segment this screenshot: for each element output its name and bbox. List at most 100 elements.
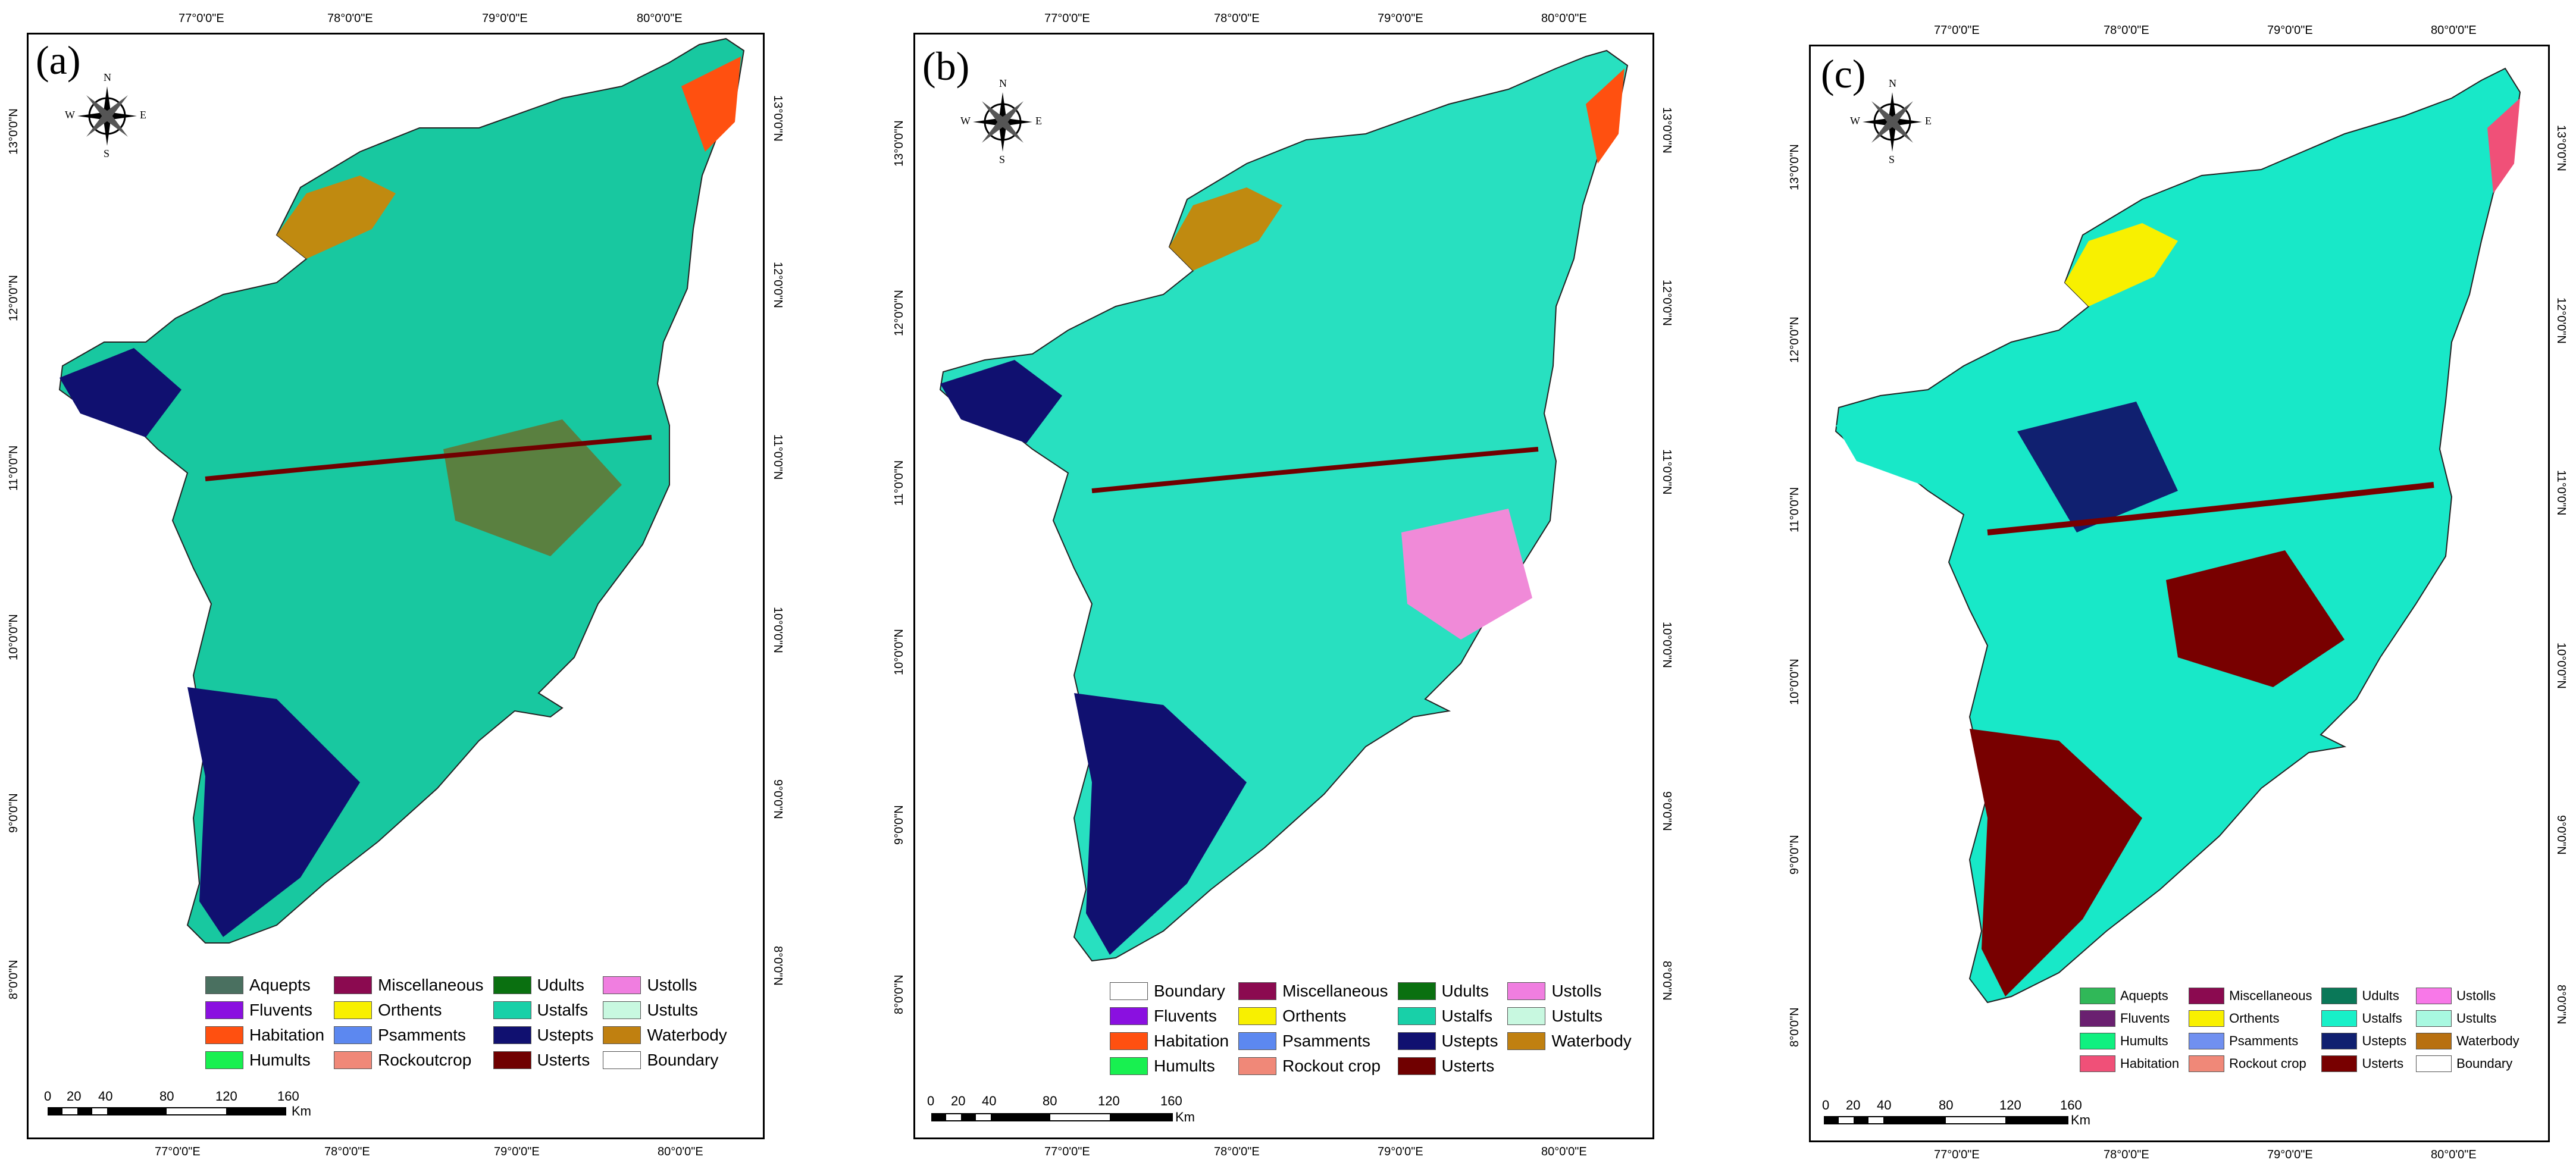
lat-tick: 12°0'0"N [893,290,906,336]
soil-map [939,49,1629,962]
legend-label: Boundary [2456,1056,2513,1071]
lon-tick: 79°0'0"E [2267,24,2313,37]
legend-swatch [2416,988,2452,1004]
lat-tick: 8°0'0"N [7,960,20,999]
lat-tick: 9°0'0"N [771,779,784,819]
lon-tick: 77°0'0"E [1044,12,1090,25]
soil-map [58,37,745,944]
lon-tick: 77°0'0"E [155,1145,201,1158]
legend-label: Orthents [2229,1011,2280,1026]
legend-label: Habitation [2120,1056,2180,1071]
legend-swatch [334,1026,373,1044]
legend-label: Humults [249,1051,311,1069]
legend-item: Fluvents [1110,1007,1229,1026]
lon-tick: 78°0'0"E [1214,1145,1260,1158]
legend-label: Ustolls [647,976,697,994]
legend-swatch [1507,1032,1546,1050]
legend: Aquepts Miscellaneous Udults Ustolls Fluvent… [205,976,727,1070]
legend-item: Ustepts [1397,1032,1498,1051]
legend-item: Miscellaneous [2189,988,2312,1004]
lat-tick: 13°0'0"N [893,120,906,167]
legend-item: Ustalfs [2321,1010,2406,1027]
lon-tick: 77°0'0"E [1934,24,1980,37]
legend-item: Rockout crop [2189,1055,2312,1072]
legend-swatch [493,1001,531,1019]
legend-swatch [1110,1007,1148,1025]
panel-label: (b) [922,43,970,89]
legend-label: Ustults [2456,1011,2497,1026]
legend-label: Udults [2362,988,2399,1003]
legend-item: Humults [2080,1033,2179,1049]
lat-tick: 8°0'0"N [893,974,906,1014]
legend-item: Waterbody [1507,1032,1632,1051]
legend-label: Habitation [1154,1032,1229,1050]
north-arrow-icon: N S W E [960,77,1042,167]
scale-label: 40 [1877,1098,1892,1113]
compass-w: W [1850,115,1860,127]
legend-label: Udults [1441,982,1489,1000]
lat-tick: 13°0'0"N [1788,144,1801,190]
legend-label: Orthents [378,1001,442,1019]
lon-tick: 80°0'0"E [658,1145,703,1158]
legend-label: Ustalfs [2362,1011,2402,1026]
legend-item: Aquepts [205,976,324,995]
legend-label: Boundary [1154,982,1225,1000]
soil-map [1835,67,2521,1004]
legend-item: Aquepts [2080,988,2179,1004]
legend-item: Miscellaneous [1238,982,1388,1001]
scale-label: 80 [159,1089,174,1104]
lat-tick: 12°0'0"N [2555,297,2568,344]
legend-swatch [2321,1055,2358,1072]
legend-swatch [334,976,373,994]
scale-label: 20 [1846,1098,1861,1113]
legend-item: Boundary [603,1051,727,1070]
legend-swatch [493,1051,531,1069]
lat-tick: 12°0'0"N [1660,280,1673,326]
legend-swatch [2080,1033,2115,1049]
scale-label: 160 [1160,1093,1182,1108]
lat-tick: 9°0'0"N [7,793,20,833]
legend-item: Psamments [334,1026,483,1045]
compass-s: S [104,148,110,159]
legend-label: Fluvents [249,1001,312,1019]
legend-label: Fluvents [1154,1007,1217,1025]
legend-swatch [2321,1033,2358,1049]
lon-tick: 80°0'0"E [637,12,683,25]
legend-item: Habitation [2080,1055,2179,1072]
legend-item: Fluvents [2080,1010,2179,1027]
legend-swatch [1110,1057,1148,1075]
legend-swatch [205,976,243,994]
compass-n: N [104,71,111,83]
legend-swatch [205,1026,243,1044]
lat-tick: 10°0'0"N [771,607,784,653]
legend-item: Ustepts [2321,1033,2406,1049]
legend-swatch [603,1026,641,1044]
lon-tick: 78°0'0"E [2104,1148,2149,1161]
scale-unit: Km [1175,1110,1195,1124]
legend-label: Boundary [647,1051,719,1069]
legend-label: Waterbody [647,1026,727,1044]
lat-tick: 13°0'0"N [2555,125,2568,171]
legend-item: Miscellaneous [334,976,484,995]
scale-label: 0 [44,1089,52,1104]
legend-swatch [1397,1007,1436,1025]
legend-swatch [1397,982,1436,1000]
lat-tick: 11°0'0"N [893,460,906,506]
legend-swatch [205,1001,243,1019]
legend-item: Orthents [2189,1010,2312,1027]
lat-tick: 10°0'0"N [7,614,20,660]
legend-swatch [603,1051,641,1069]
lat-tick: 12°0'0"N [7,275,20,321]
legend-swatch [2416,1033,2452,1049]
legend-swatch [1397,1057,1436,1075]
legend-item: Boundary [2416,1055,2519,1072]
panel-label: (c) [1821,51,1866,96]
scale-bar [48,1107,286,1115]
legend-item: Habitation [205,1026,324,1045]
legend-item: Humults [205,1051,324,1070]
legend-swatch [1110,982,1148,1000]
lat-tick: 11°0'0"N [7,445,20,491]
scale-label: 120 [1999,1098,2021,1113]
legend-item: Ustalfs [493,1001,594,1020]
legend-item: Waterbody [2416,1033,2519,1049]
